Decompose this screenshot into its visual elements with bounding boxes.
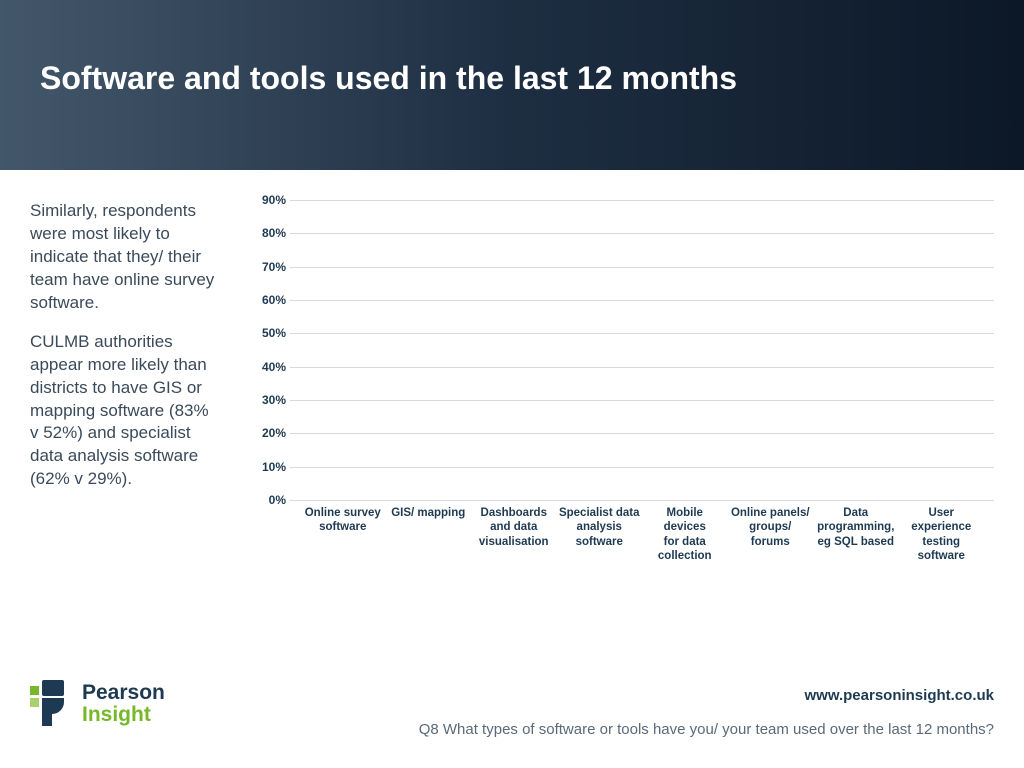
xlabel: Data programming, eg SQL based — [813, 506, 899, 564]
gridline — [290, 500, 994, 501]
footer: Pearson Insight www.pearsoninsight.co.uk… — [30, 680, 994, 728]
page-title: Software and tools used in the last 12 m… — [40, 60, 984, 97]
logo-text: Pearson Insight — [82, 682, 165, 726]
chart-xlabels: Online survey softwareGIS/ mappingDashbo… — [290, 500, 994, 564]
ytick-label: 40% — [246, 360, 286, 374]
sidebar-paragraph: CULMB authorities appear more likely tha… — [30, 331, 220, 492]
ytick-label: 0% — [246, 493, 286, 507]
bar-chart: 0%10%20%30%40%50%60%70%80%90% Online sur… — [240, 200, 994, 564]
header: Software and tools used in the last 12 m… — [0, 0, 1024, 170]
logo-mark-icon — [30, 680, 72, 728]
brand-line1: Pearson — [82, 682, 165, 704]
xlabel: User experience testing software — [899, 506, 985, 564]
sidebar-paragraph: Similarly, respondents were most likely … — [30, 200, 220, 315]
sidebar-text: Similarly, respondents were most likely … — [30, 200, 240, 564]
xlabel: Dashboards and data visualisation — [471, 506, 557, 564]
brand-url: www.pearsoninsight.co.uk — [805, 687, 994, 704]
ytick-label: 90% — [246, 193, 286, 207]
xlabel: Online survey software — [300, 506, 386, 564]
chart-bars — [290, 200, 994, 500]
xlabel: Specialist data analysis software — [557, 506, 643, 564]
ytick-label: 50% — [246, 326, 286, 340]
ytick-label: 10% — [246, 460, 286, 474]
brand-line2: Insight — [82, 704, 165, 726]
question-text: Q8 What types of software or tools have … — [330, 721, 994, 738]
content-area: Similarly, respondents were most likely … — [0, 170, 1024, 564]
ytick-label: 70% — [246, 260, 286, 274]
xlabel: Mobile devices for data collection — [642, 506, 728, 564]
ytick-label: 80% — [246, 226, 286, 240]
ytick-label: 20% — [246, 426, 286, 440]
ytick-label: 30% — [246, 393, 286, 407]
xlabel: Online panels/ groups/ forums — [728, 506, 814, 564]
xlabel: GIS/ mapping — [386, 506, 472, 564]
ytick-label: 60% — [246, 293, 286, 307]
